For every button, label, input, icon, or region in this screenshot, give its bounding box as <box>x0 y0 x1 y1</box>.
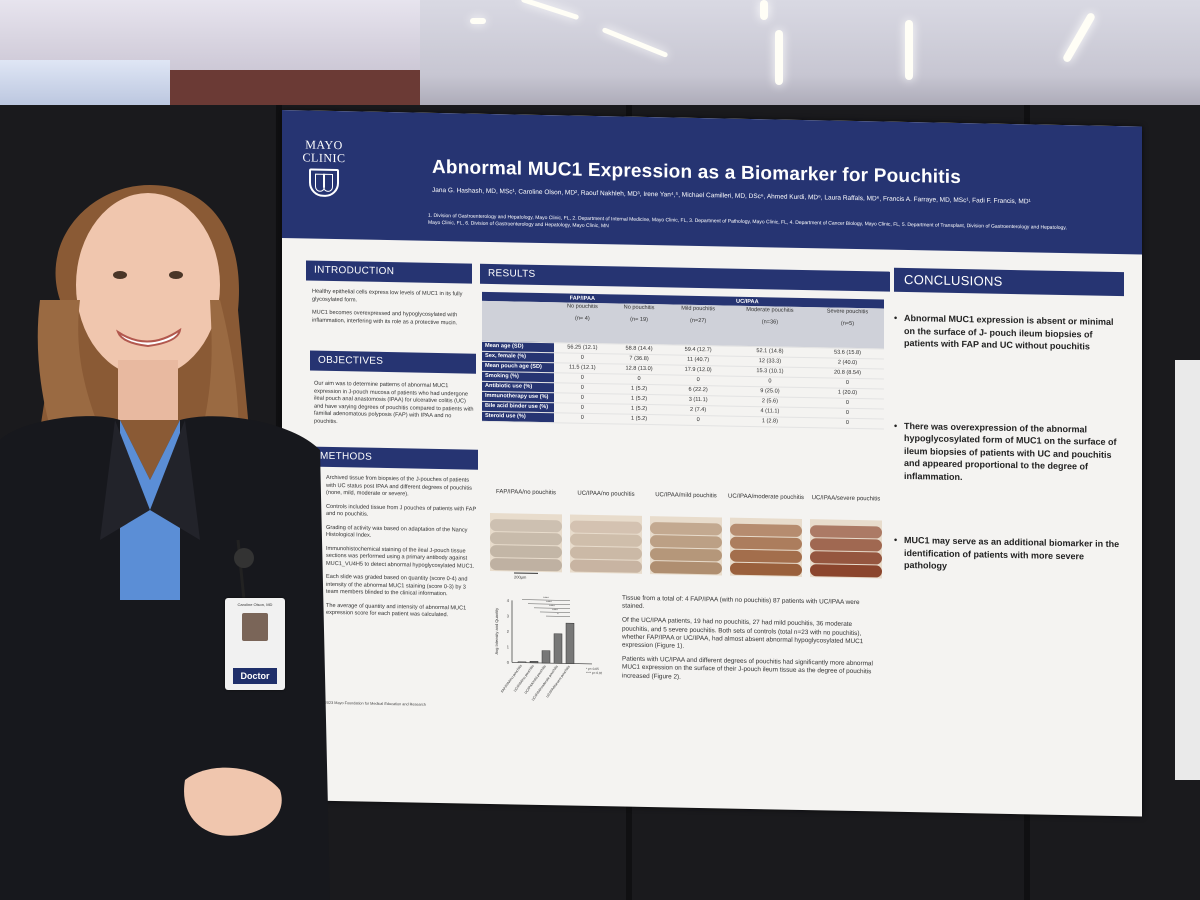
methods-list: Archived tissue from biopsies of the J-p… <box>318 475 478 627</box>
table-column-header: No pouchitis (n= 4) <box>554 302 611 344</box>
significance-note: **** p< 0.00005 <box>586 671 602 675</box>
significance-note: * p< 0.05 <box>586 667 599 671</box>
y-tick-label: 0 <box>507 660 510 665</box>
research-poster: MAYO CLINIC Abnormal MUC1 Expression as … <box>282 110 1142 817</box>
table-column-header: Moderate pouchitis (n=36) <box>728 305 811 348</box>
chart-bar <box>529 660 539 664</box>
badge-role: Doctor <box>233 668 277 684</box>
adjacent-poster-edge <box>1175 360 1200 780</box>
presenter-person <box>0 185 330 900</box>
finding-text: Of the UC/IPAA patients, 19 had no pouch… <box>622 616 864 650</box>
list-item: Immunohistochemical staining of the ilea… <box>326 545 478 570</box>
histology-image <box>810 519 882 579</box>
poster-authors: Jana G. Hashash, MD, MSc¹, Caroline Olso… <box>432 186 1031 206</box>
badge-photo <box>242 613 268 641</box>
significance-bracket <box>528 603 570 605</box>
poster-affiliations: 1. Division of Gastroenterology and Hepa… <box>428 212 1067 232</box>
histology-image <box>570 514 642 574</box>
y-axis-label: Avg Intensity and Quantity <box>494 608 499 655</box>
results-findings: Tissue from a total of: 4 FAP/IPAA (with… <box>622 595 877 692</box>
muc1-bar-chart: 0 1 2 3 4 Avg Intensity and Quantity FAP/IPAA/… <box>494 596 602 702</box>
table-cell: 0 <box>810 417 884 429</box>
y-tick-label: 3 <box>507 613 510 618</box>
table-column-header: No pouchitis (n= 19) <box>610 303 668 345</box>
finding-text: Patients with UC/IPAA and different degr… <box>622 655 873 681</box>
histology-image <box>730 517 802 577</box>
chart-bar <box>565 622 575 664</box>
list-item: Archived tissue from biopsies of the J-p… <box>326 475 478 500</box>
results-heading: RESULTS <box>480 263 890 292</box>
list-item: Controls included tissue from J pouches … <box>326 503 478 521</box>
chart-bar <box>517 661 527 663</box>
significance-label: **** <box>543 596 549 600</box>
table-cell: 1 (2.8) <box>728 415 811 428</box>
table-column-header: Mild pouchitis (n=27) <box>667 304 729 346</box>
significance-label: **** <box>546 600 552 604</box>
histology-label: UC/IPAA/severe pouchitis <box>811 495 881 503</box>
significance-bracket <box>540 611 570 613</box>
histology-figure: FAP/IPAA/no pouchitis UC/IPAA/no pouchiti… <box>487 489 887 589</box>
table-cell: 0 <box>554 412 611 424</box>
table-cell: 0 <box>667 414 729 426</box>
x-tick-label: FAP/IPAA/no pouchitis <box>500 664 523 694</box>
significance-label: **** <box>549 604 555 608</box>
finding-text: Tissue from a total of: 4 FAP/IPAA (with… <box>622 594 860 611</box>
scale-label: 200μm <box>514 574 527 580</box>
significance-label: **** <box>552 608 558 612</box>
poster-header: MAYO CLINIC Abnormal MUC1 Expression as … <box>282 110 1142 255</box>
significance-bracket <box>534 607 570 609</box>
y-tick-label: 1 <box>507 644 510 649</box>
list-item: There was overexpression of the abnormal… <box>894 419 1126 486</box>
histology-image <box>490 512 562 573</box>
list-item: The average of quantity and intensity of… <box>326 602 478 620</box>
table-cell: 1 (5.2) <box>610 413 668 425</box>
list-item: Abnormal MUC1 expression is absent or mi… <box>894 312 1126 354</box>
id-badge: Caroline Olson, MD Doctor <box>225 598 285 690</box>
table-column-header: Severe pouchitis (n=5) <box>810 307 884 349</box>
conclusions-heading: CONCLUSIONS <box>894 267 1124 297</box>
chart-bar <box>541 650 551 664</box>
histology-label: FAP/IPAA/no pouchitis <box>496 489 556 497</box>
list-item: MUC1 may serve as an additional biomarke… <box>894 534 1126 576</box>
significance-label: * <box>557 612 559 616</box>
significance-bracket <box>522 599 570 601</box>
histology-label: UC/IPAA/no pouchitis <box>577 490 635 498</box>
histology-image <box>650 516 722 576</box>
poster-title: Abnormal MUC1 Expression as a Biomarker … <box>432 156 962 189</box>
histology-label: UC/IPAA/mild pouchitis <box>655 492 717 500</box>
x-tick-label: UC/IPAA/severe pouchitis <box>545 665 571 699</box>
demographics-table: FAP/IPAA UC/IPAA No pouchitis (n= 4) No po… <box>482 291 884 429</box>
list-item: Each slide was graded based on quantity … <box>326 574 478 599</box>
histology-label: UC/IPAA/moderate pouchitis <box>728 493 804 502</box>
y-tick-label: 4 <box>507 598 510 603</box>
y-tick-label: 2 <box>507 629 510 634</box>
list-item: Grading of activity was based on adaptat… <box>326 524 478 542</box>
conclusions-list: Abnormal MUC1 expression is absent or mi… <box>894 312 1126 590</box>
chart-bar <box>553 633 563 664</box>
